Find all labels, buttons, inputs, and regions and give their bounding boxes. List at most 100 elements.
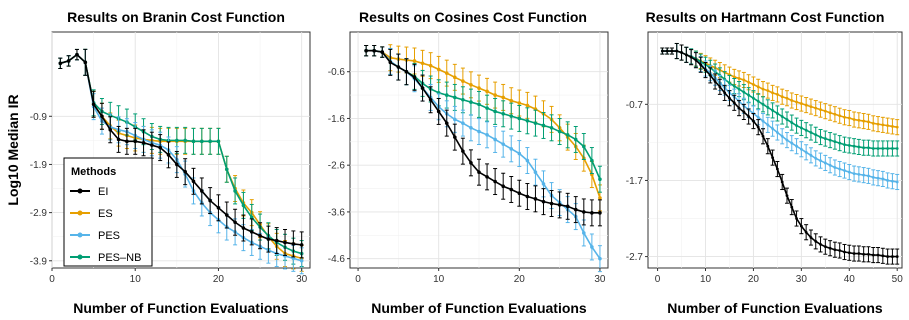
data-point xyxy=(833,166,837,169)
data-point xyxy=(380,50,385,54)
data-point xyxy=(838,167,842,171)
data-point xyxy=(761,102,765,106)
data-point xyxy=(444,93,449,97)
data-point xyxy=(766,144,770,148)
data-point xyxy=(847,144,851,147)
data-point xyxy=(680,51,683,54)
data-point xyxy=(258,233,262,238)
data-point xyxy=(809,153,813,157)
y-tick-label: -2.6 xyxy=(328,161,346,172)
plot-area xyxy=(647,31,903,269)
y-tick-label: -3.6 xyxy=(328,207,346,218)
data-point xyxy=(224,167,229,172)
data-point xyxy=(876,122,880,126)
data-point xyxy=(895,125,899,129)
data-point xyxy=(871,147,875,150)
data-point xyxy=(477,170,481,174)
data-point xyxy=(862,173,866,177)
data-point xyxy=(517,116,522,121)
legend-label-pes: PES xyxy=(98,230,120,242)
data-point xyxy=(241,226,246,230)
legend-label-pes-nb: PES–NB xyxy=(98,252,141,264)
data-point xyxy=(133,139,138,144)
data-point xyxy=(208,198,212,203)
data-point xyxy=(713,80,717,83)
data-point xyxy=(485,106,489,110)
data-point xyxy=(453,117,457,122)
data-point xyxy=(208,139,212,144)
data-point xyxy=(876,176,880,180)
hartmann-panel: Results on Hartmann Cost Function 0 10 20 3… xyxy=(626,9,903,316)
data-point xyxy=(573,207,578,212)
data-point xyxy=(761,87,765,91)
data-point xyxy=(444,121,449,125)
data-point xyxy=(881,177,885,181)
data-point xyxy=(737,106,741,110)
data-point xyxy=(852,144,856,148)
data-point xyxy=(819,243,822,246)
data-point xyxy=(795,124,798,128)
data-point xyxy=(388,60,393,65)
data-point xyxy=(857,172,861,176)
data-point xyxy=(891,255,894,258)
data-point xyxy=(775,131,779,134)
data-point xyxy=(766,105,770,109)
x-tick-label: 10 xyxy=(433,274,445,285)
x-tick-label: 20 xyxy=(514,274,526,285)
data-point xyxy=(828,246,832,250)
data-point xyxy=(790,99,794,102)
data-point xyxy=(598,196,602,200)
data-point xyxy=(533,197,538,201)
data-point xyxy=(780,180,784,184)
data-point xyxy=(501,95,505,100)
data-point xyxy=(541,199,546,204)
data-point xyxy=(453,135,457,139)
y-ticks: -0.6 -1.6 -2.6 -3.6 -4.6 xyxy=(328,67,350,265)
data-point xyxy=(852,172,856,176)
data-point xyxy=(233,220,237,225)
y-tick-label: -0.6 xyxy=(328,67,346,78)
data-point xyxy=(775,112,779,115)
data-point xyxy=(224,213,229,217)
data-point xyxy=(785,194,789,198)
data-point xyxy=(485,175,489,179)
data-point xyxy=(742,90,746,94)
y-tick-label: -1.9 xyxy=(30,160,48,171)
data-point xyxy=(752,119,755,123)
y-tick-label: -2.7 xyxy=(626,252,644,263)
data-point xyxy=(823,161,827,165)
data-point xyxy=(867,146,870,150)
data-point xyxy=(732,75,736,79)
legend-item-es: ES xyxy=(70,208,113,220)
data-point xyxy=(823,137,827,140)
data-point xyxy=(83,60,88,65)
data-point xyxy=(66,59,71,63)
data-point xyxy=(291,256,296,261)
data-point xyxy=(283,240,287,245)
data-point xyxy=(166,153,171,157)
data-point xyxy=(444,71,449,75)
data-point xyxy=(396,65,401,69)
data-point xyxy=(857,252,861,255)
legend-title: Methods xyxy=(71,166,116,178)
data-point xyxy=(557,129,562,134)
y-ticks: -0.7 -1.7 -2.7 xyxy=(626,100,648,263)
series-ei xyxy=(58,48,304,259)
data-point xyxy=(756,115,760,119)
data-point xyxy=(838,114,842,118)
data-point xyxy=(833,248,837,252)
data-point xyxy=(891,125,894,128)
data-point xyxy=(785,118,789,121)
legend-item-pes-nb: PES–NB xyxy=(70,252,141,264)
data-point xyxy=(493,109,497,114)
data-point xyxy=(867,120,870,124)
data-point xyxy=(814,106,818,110)
y-tick-label: -3.9 xyxy=(30,256,48,267)
data-point xyxy=(833,140,837,144)
data-point xyxy=(469,126,473,130)
x-tick-label: 20 xyxy=(748,274,760,285)
data-point xyxy=(116,137,121,142)
branin-panel: Results on Branin Cost Function 0 10 20 30 … xyxy=(30,9,311,316)
data-point xyxy=(565,133,570,137)
data-point xyxy=(364,48,368,53)
